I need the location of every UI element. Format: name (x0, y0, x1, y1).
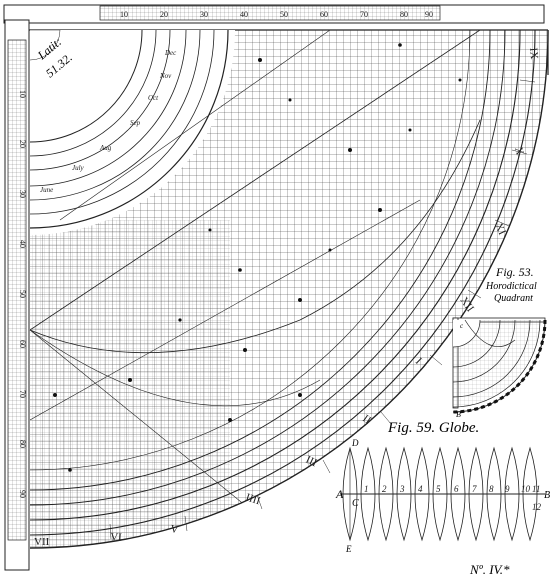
month-label: June (40, 186, 53, 194)
hour-numeral: X (512, 146, 526, 157)
left-scale-label: 40 (18, 240, 27, 248)
hour-numeral: I (413, 356, 424, 367)
top-scale-label: 70 (360, 10, 368, 19)
top-scale-label: 20 (160, 10, 168, 19)
gore-number: 6 (454, 484, 459, 494)
top-scale-label: 90 (425, 10, 433, 19)
top-scale-label: 40 (240, 10, 248, 19)
small-quadrant-label: c (460, 322, 464, 330)
gore-number: 4 (418, 484, 423, 494)
left-scale-label: 90 (18, 490, 27, 498)
month-label: Sep (130, 119, 141, 127)
month-label: Dec (164, 49, 177, 57)
top-scale-label: 30 (200, 10, 208, 19)
globe-label-b: B (544, 490, 550, 501)
gore-number: 8 (489, 484, 494, 494)
plate-number: Nº. IV.* (469, 562, 510, 577)
gore-number: 2 (382, 484, 387, 494)
hour-numeral: V (170, 523, 180, 536)
gore-number: 1 (364, 484, 369, 494)
globe-label-e: E (345, 544, 352, 554)
left-scale-label: 10 (18, 90, 27, 98)
month-label: Oct (148, 94, 159, 102)
left-scale-label: 60 (18, 340, 27, 348)
top-scale-label: 80 (400, 10, 408, 19)
fig53-caption: Fig. 53. Horodictical Quadrant (485, 265, 537, 304)
fig59-title: Fig. 59. Globe. (387, 420, 479, 436)
left-scale-label: 20 (18, 140, 27, 148)
hour-numeral: IX (527, 47, 540, 60)
top-scale-label: 50 (280, 10, 288, 19)
hour-numeral: III (304, 454, 319, 470)
fig53-subtitle: Horodictical (485, 281, 537, 292)
fig53-small-quadrant: c B (452, 317, 547, 419)
gore-number: 12 (532, 502, 542, 512)
gore-number: 7 (472, 484, 477, 494)
month-label: Nov (159, 72, 172, 80)
month-label: Aug (99, 144, 112, 152)
gore-number: 9 (505, 484, 510, 494)
left-scale-label: 70 (18, 390, 27, 398)
hour-numeral: XI (492, 221, 508, 237)
globe-label-c: C (352, 498, 359, 509)
small-quadrant-label: B (456, 410, 461, 419)
horodictical-quadrant: Latit: 51.32. Dec Nov Oct Sep Aug July J… (3, 4, 549, 571)
left-scale-label: 30 (18, 190, 27, 198)
gore-number: 11 (532, 484, 540, 494)
gore-number: 5 (436, 484, 441, 494)
top-scale-label: 60 (320, 10, 328, 19)
hour-numeral: VI (110, 531, 123, 544)
fig59-globe-gores: Fig. 59. Globe. A C D E B 1 2 3 4 5 6 (335, 420, 550, 554)
gore-number: 10 (521, 484, 531, 494)
hour-numeral: VII (34, 536, 50, 548)
gore-number: 3 (399, 484, 405, 494)
fig53-subtitle: Quadrant (494, 293, 533, 304)
left-scale-label: 50 (18, 290, 27, 298)
fig53-title: Fig. 53. (495, 265, 534, 279)
left-scale-label: 80 (18, 440, 27, 448)
hour-numeral: IIII (244, 491, 262, 507)
globe-label-a: A (335, 487, 344, 501)
top-scale-label: 10 (120, 10, 128, 19)
globe-label-d: D (351, 438, 359, 448)
month-label: July (72, 164, 85, 172)
